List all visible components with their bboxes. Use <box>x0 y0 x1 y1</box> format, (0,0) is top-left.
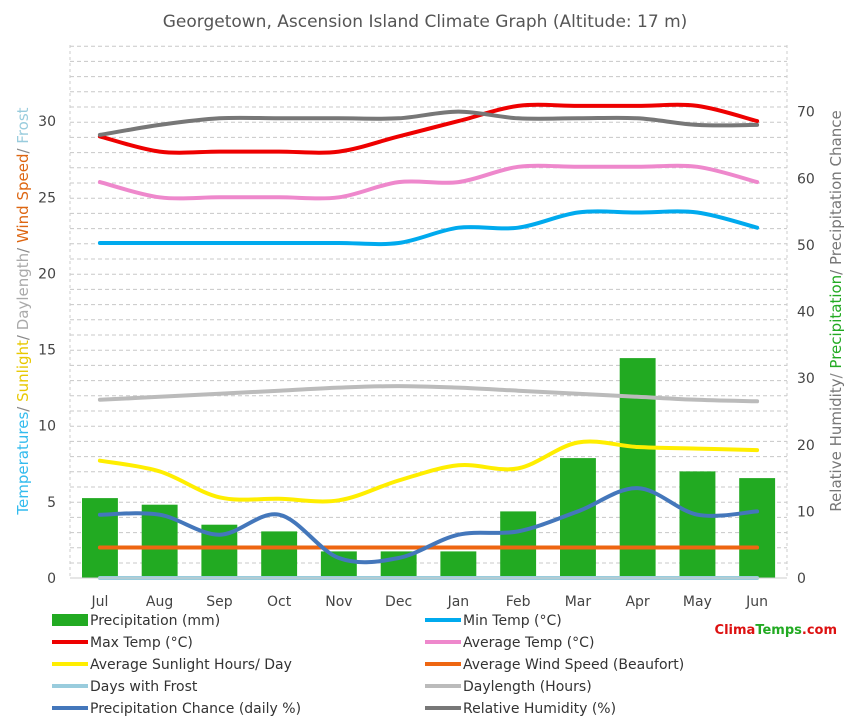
x-tick-label: Apr <box>625 594 649 610</box>
left-tick-label: 25 <box>38 190 56 206</box>
legend-label: Max Temp (°C) <box>90 635 193 651</box>
precipitation-bar <box>500 511 537 578</box>
axes: 0 5 10 15 20 25 30 0 10 20 30 40 50 60 70 Jul Aug Sep Oct N… <box>14 45 845 610</box>
legend-label: Average Wind Speed (Beaufort) <box>463 657 684 673</box>
precipitation-bars <box>82 358 776 578</box>
daylength-hours-line <box>97 384 760 404</box>
right-tick-label: 0 <box>797 571 806 587</box>
axis-title-part: Relative Humidity <box>827 378 845 511</box>
precipitation-bar <box>619 358 656 578</box>
axis-title-part: / <box>14 406 32 412</box>
average-sunlight-hours-day-line <box>97 439 760 504</box>
legend: Precipitation (mm) Min Temp (°C) Max Temp … <box>52 613 684 717</box>
x-tick-label: Jan <box>447 594 470 610</box>
x-tick-label: Aug <box>146 594 173 610</box>
relative-humidity-line <box>97 109 760 137</box>
legend-label: Average Sunlight Hours/ Day <box>90 657 292 673</box>
precipitation-bar <box>739 478 776 578</box>
right-tick-label: 70 <box>797 105 815 121</box>
precipitation-bar <box>679 471 716 578</box>
right-tick-label: 60 <box>797 171 815 187</box>
left-tick-label: 10 <box>38 419 56 435</box>
brand-part: Clima <box>715 623 756 638</box>
left-axis-title: Temperatures/ Sunlight/ Daylength/ Wind … <box>14 107 32 515</box>
right-tick-label: 30 <box>797 371 815 387</box>
x-tick-label: Jun <box>745 594 768 610</box>
legend-label: Daylength (Hours) <box>463 679 592 695</box>
right-tick-label: 40 <box>797 305 815 321</box>
average-temp-c-line <box>97 163 760 201</box>
legend-label: Relative Humidity (%) <box>463 701 616 717</box>
left-tick-label: 30 <box>38 114 56 130</box>
axis-title-part: / <box>14 330 32 340</box>
legend-label: Average Temp (°C) <box>463 635 594 651</box>
precipitation-bar <box>440 551 477 578</box>
left-tick-label: 0 <box>47 571 56 587</box>
left-tick-label: 20 <box>38 266 56 282</box>
legend-label: Precipitation Chance (daily %) <box>90 701 301 717</box>
left-tick-label: 15 <box>38 343 56 359</box>
right-tick-label: 20 <box>797 438 815 454</box>
axis-title-part: / <box>827 369 845 379</box>
x-tick-label: Oct <box>267 594 292 610</box>
x-tick-label: Sep <box>206 594 233 610</box>
climatemps-logo: ClimaTemps.com <box>715 623 837 638</box>
axis-title-part: Daylength <box>14 253 32 330</box>
x-tick-label: May <box>683 594 712 610</box>
precipitation-bar <box>560 458 596 578</box>
axis-title-part: Precipitation <box>827 275 845 369</box>
axis-title-part: Sunlight <box>14 340 32 407</box>
brand-part: Temps <box>755 623 802 638</box>
min-temp-c-line <box>97 209 760 247</box>
right-tick-label: 50 <box>797 238 815 254</box>
precipitation-bar <box>82 498 118 578</box>
x-tick-label: Mar <box>565 594 592 610</box>
axis-title-part: Wind Speed <box>14 154 32 244</box>
brand-part: .com <box>802 623 837 638</box>
series-lines <box>97 102 760 580</box>
left-tick-label: 5 <box>47 495 56 511</box>
legend-label: Precipitation (mm) <box>90 613 220 629</box>
legend-label: Min Temp (°C) <box>463 613 562 629</box>
precipitation-bar <box>320 551 357 578</box>
legend-label: Days with Frost <box>90 679 198 695</box>
axis-title-part: Frost <box>14 107 32 143</box>
precipitation-bar <box>261 531 298 578</box>
x-tick-label: Feb <box>506 594 531 610</box>
precipitation-chance-daily-line <box>97 486 760 565</box>
chart-title: Georgetown, Ascension Island Climate Gra… <box>163 12 688 32</box>
axis-title-part: / <box>14 243 32 253</box>
max-temp-c-line <box>97 102 760 155</box>
x-tick-label: Nov <box>325 594 352 610</box>
axis-title-part: Temperatures <box>14 412 32 516</box>
x-tick-label: Jul <box>90 594 108 610</box>
right-tick-label: 10 <box>797 504 815 520</box>
legend-swatch <box>52 614 88 626</box>
x-tick-label: Dec <box>385 594 412 610</box>
right-axis-title: Relative Humidity/ Precipitation/ Precip… <box>827 110 845 511</box>
axis-title-part: / Precipitation Chance <box>827 110 845 275</box>
axis-title-part: / <box>14 144 32 154</box>
